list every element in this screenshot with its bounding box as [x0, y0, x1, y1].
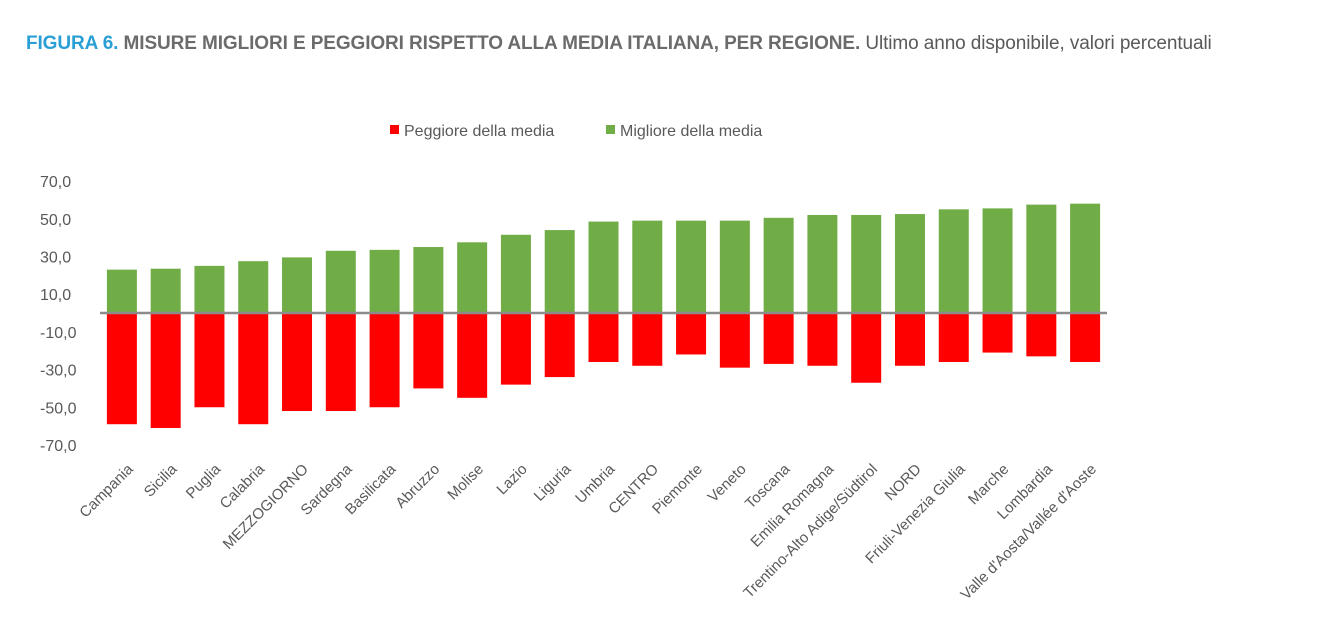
bar-migliore [851, 214, 882, 313]
bar-migliore [544, 230, 575, 313]
bar-peggiore [719, 313, 750, 368]
bar-migliore [938, 209, 969, 313]
bar-peggiore [588, 313, 619, 363]
bar-peggiore [763, 313, 794, 364]
bar-peggiore [1070, 313, 1101, 363]
bar-peggiore [807, 313, 838, 366]
bar-peggiore [106, 313, 137, 425]
y-tick-label: -30,0 [40, 363, 77, 380]
legend-label: Migliore della media [620, 123, 762, 140]
bar-migliore [676, 220, 707, 313]
bar-peggiore [500, 313, 531, 385]
bar-peggiore [150, 313, 181, 428]
x-category-label: Liguria [531, 460, 575, 504]
bar-migliore [150, 268, 181, 313]
bar-migliore [632, 220, 663, 313]
figure-label: FIGURA 6. [26, 33, 119, 54]
bar-peggiore [457, 313, 488, 398]
bar-migliore [500, 234, 531, 313]
bar-peggiore [413, 313, 444, 389]
bar-peggiore [238, 313, 269, 425]
bar-peggiore [632, 313, 663, 366]
bar-peggiore [282, 313, 313, 412]
bar-migliore [588, 221, 619, 313]
x-axis: Campania Sicilia PugliaCalabriaMEZZOGIORNO… [76, 460, 1100, 603]
y-tick-label: 50,0 [40, 212, 71, 229]
legend-label: Peggiore della media [404, 123, 554, 140]
bar-migliore [106, 269, 137, 313]
legend-swatch [606, 125, 615, 134]
bars-group [106, 203, 1101, 428]
y-tick-label: -10,0 [40, 325, 77, 342]
y-tick-label: -50,0 [40, 400, 77, 417]
bar-migliore [1070, 203, 1101, 313]
bar-peggiore [894, 313, 925, 366]
x-category-label: Campania [76, 460, 137, 521]
bar-peggiore [369, 313, 400, 408]
bar-migliore [457, 242, 488, 313]
y-axis: 70,0 50,0 30,0 10,0 -10,0 -30,0 -50,0 -70,0 [40, 174, 77, 455]
x-category-label: Puglia [183, 460, 225, 502]
legend-swatch [390, 125, 399, 134]
bar-peggiore [194, 313, 225, 408]
bar-migliore [1026, 204, 1057, 313]
y-tick-label: 30,0 [40, 249, 71, 266]
figure-title: MISURE MIGLIORI E PEGGIORI RISPETTO ALLA… [123, 33, 861, 54]
bar-migliore [369, 249, 400, 313]
bar-migliore [238, 261, 269, 313]
bar-peggiore [938, 313, 969, 363]
chart-legend: Peggiore della media Migliore della media [390, 123, 762, 140]
bar-peggiore [544, 313, 575, 378]
figure-subtitle: Ultimo anno disponibile, valori percentu… [865, 33, 1212, 54]
x-category-label: Sicilia [141, 460, 181, 500]
bar-migliore [719, 220, 750, 313]
y-tick-label: -70,0 [40, 438, 77, 455]
bar-migliore [325, 250, 356, 313]
bar-migliore [282, 257, 313, 313]
x-category-label: NORD [882, 461, 925, 504]
bar-peggiore [851, 313, 882, 383]
bar-migliore [413, 247, 444, 313]
x-category-label: Lazio [493, 461, 530, 498]
bar-migliore [807, 214, 838, 313]
bar-migliore [982, 208, 1013, 313]
y-tick-label: 70,0 [40, 174, 71, 191]
bar-migliore [894, 214, 925, 313]
bar-migliore [194, 265, 225, 313]
y-tick-label: 10,0 [40, 287, 71, 304]
figure-title-block: FIGURA 6. MISURE MIGLIORI E PEGGIORI RIS… [26, 30, 1286, 57]
bar-migliore [763, 217, 794, 313]
x-category-label: Molise [444, 461, 487, 504]
bar-peggiore [325, 313, 356, 412]
bar-peggiore [676, 313, 707, 355]
bar-peggiore [982, 313, 1013, 353]
x-category-label: Abruzzo [392, 461, 443, 512]
bar-peggiore [1026, 313, 1057, 357]
